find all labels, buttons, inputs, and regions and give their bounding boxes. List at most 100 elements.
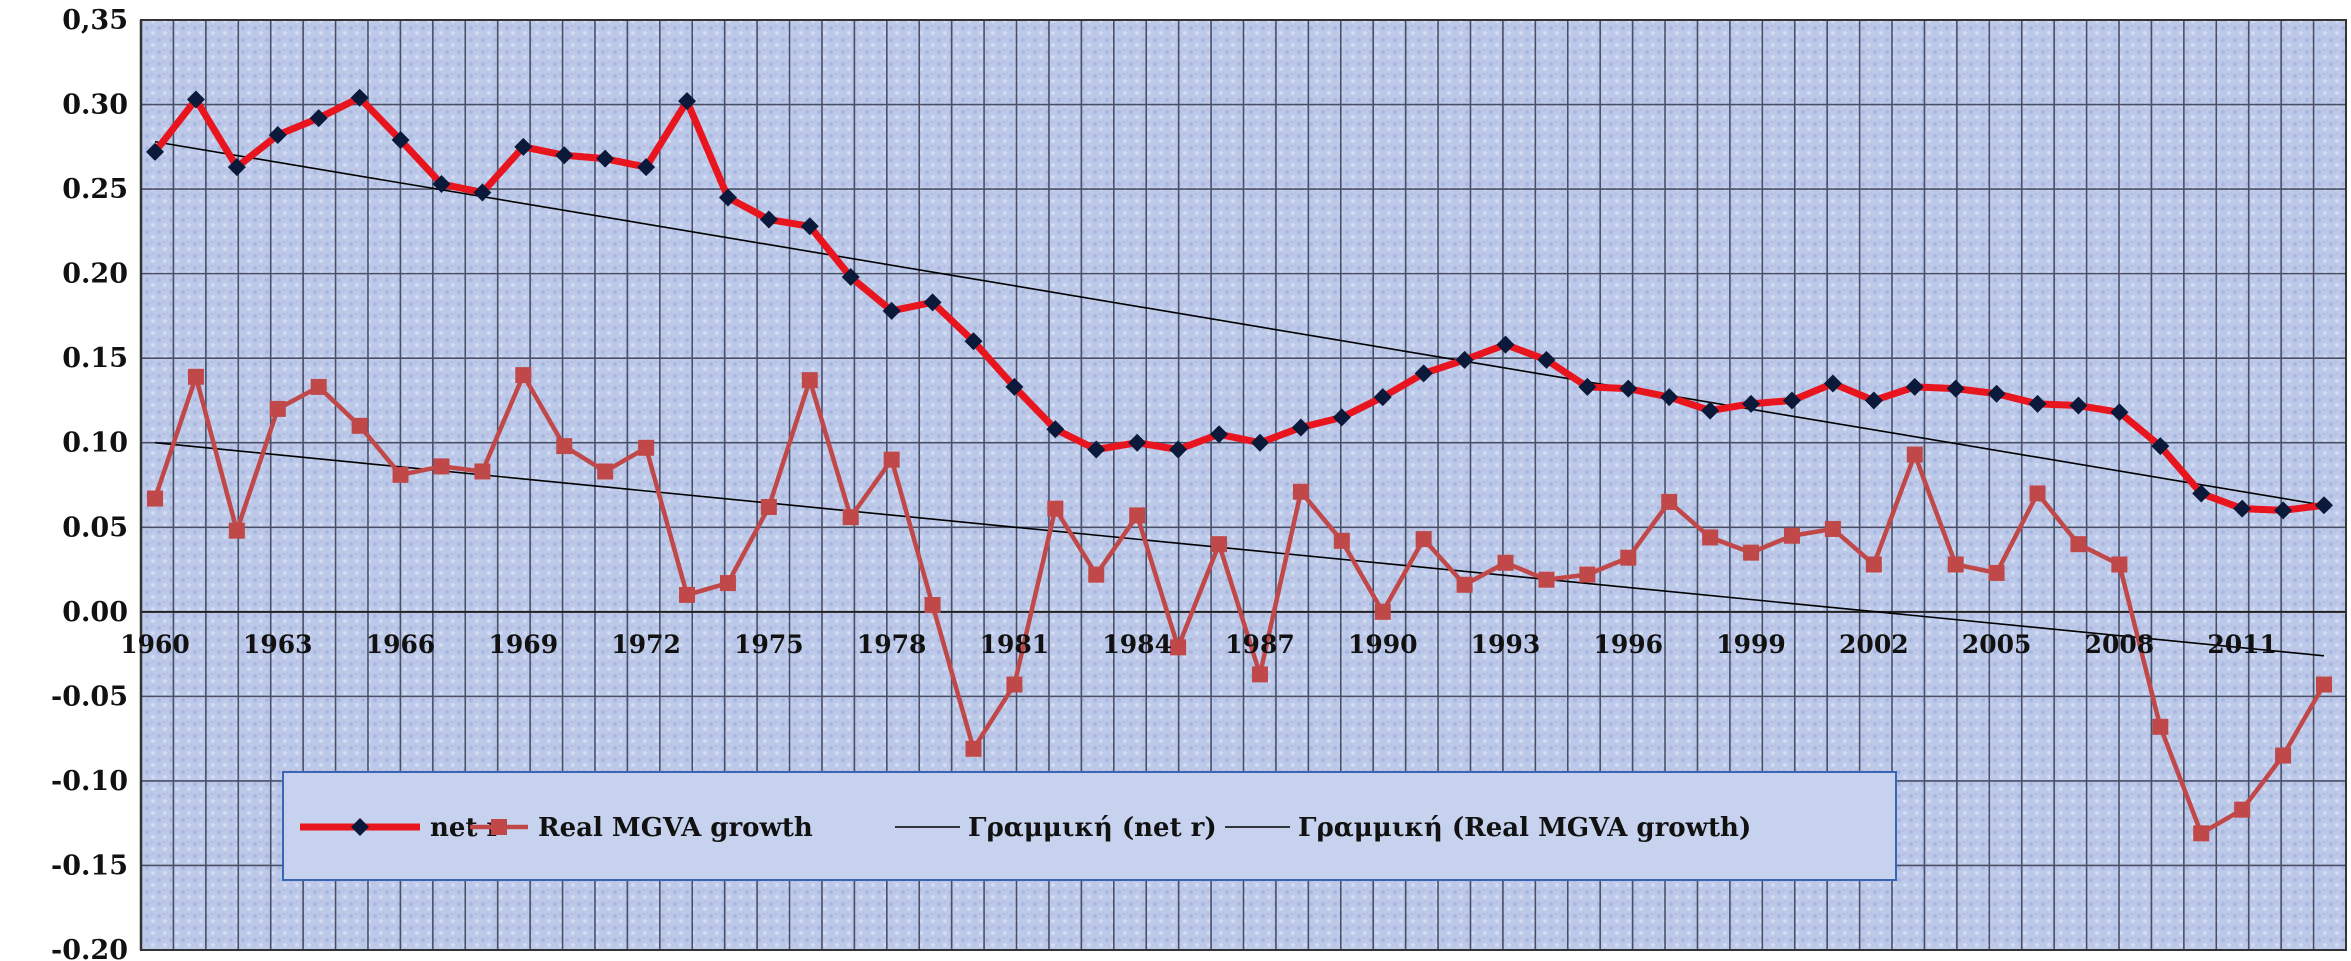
data-point-net-r bbox=[2069, 396, 2088, 415]
legend-marker bbox=[491, 819, 507, 835]
data-point-mgva bbox=[1906, 446, 1923, 463]
data-point-net-r bbox=[1373, 388, 1392, 407]
axes bbox=[139, 19, 2347, 951]
data-point-mgva bbox=[1497, 554, 1514, 571]
legend-box bbox=[282, 771, 1897, 881]
data-point-mgva bbox=[1047, 500, 1064, 517]
data-point-net-r bbox=[146, 142, 164, 161]
y-tick-label: 0.15 bbox=[62, 343, 128, 374]
data-point-net-r bbox=[1414, 364, 1433, 383]
data-point-mgva bbox=[1865, 556, 1882, 573]
data-point-net-r bbox=[2233, 499, 2252, 518]
x-tick-label: 1960 bbox=[120, 630, 190, 659]
data-point-mgva bbox=[719, 575, 736, 592]
data-point-net-r bbox=[309, 109, 328, 128]
data-point-mgva bbox=[638, 439, 655, 456]
data-point-net-r bbox=[1782, 391, 1801, 410]
data-point-mgva bbox=[1661, 493, 1678, 510]
data-point-mgva bbox=[1415, 531, 1432, 548]
data-point-mgva bbox=[556, 438, 573, 455]
data-point-net-r bbox=[2274, 501, 2293, 520]
trendline bbox=[154, 140, 2325, 507]
data-point-mgva bbox=[515, 367, 532, 384]
data-point-net-r bbox=[718, 188, 737, 207]
data-point-mgva bbox=[474, 463, 491, 480]
data-point-mgva bbox=[1170, 639, 1187, 656]
data-point-mgva bbox=[2152, 718, 2169, 735]
data-point-net-r bbox=[1455, 350, 1474, 369]
y-tick-label: -0.15 bbox=[51, 850, 128, 881]
data-point-mgva bbox=[2316, 676, 2332, 693]
plot-border bbox=[140, 19, 2347, 951]
x-tick-label: 1975 bbox=[734, 630, 804, 659]
data-point-net-r bbox=[227, 158, 246, 177]
data-point-net-r bbox=[1823, 374, 1842, 393]
data-point-net-r bbox=[391, 131, 410, 150]
y-tick-label: 0.30 bbox=[62, 90, 128, 121]
data-point-mgva bbox=[965, 740, 982, 757]
data-point-net-r bbox=[596, 149, 615, 168]
data-point-mgva bbox=[269, 400, 286, 417]
y-tick-label: -0.10 bbox=[51, 766, 128, 797]
x-tick-label: 1993 bbox=[1471, 630, 1541, 659]
data-point-mgva bbox=[2029, 485, 2046, 502]
y-tick-label: 0.25 bbox=[62, 174, 128, 205]
y-tick-label: 0.05 bbox=[62, 512, 128, 543]
x-tick-label: 1987 bbox=[1225, 630, 1295, 659]
data-point-net-r bbox=[1250, 433, 1269, 452]
data-point-net-r bbox=[555, 146, 574, 165]
data-point-mgva bbox=[1743, 544, 1760, 561]
y-axis-tick-labels: 0,35 0.30 0.25 0.20 0.15 0.10 0.05 0.00 -0.05 -0.… bbox=[51, 5, 128, 961]
data-point-net-r bbox=[268, 125, 287, 144]
data-point-net-r bbox=[1742, 394, 1761, 413]
legend-label: Real MGVA growth bbox=[538, 813, 813, 843]
data-point-mgva bbox=[2275, 747, 2292, 764]
data-point-net-r bbox=[1128, 433, 1147, 452]
data-point-mgva bbox=[2111, 556, 2128, 573]
data-point-mgva bbox=[2070, 536, 2087, 553]
data-point-mgva bbox=[1538, 571, 1555, 588]
data-point-mgva bbox=[2234, 801, 2251, 818]
data-point-net-r bbox=[1905, 377, 1924, 396]
data-point-net-r bbox=[2192, 484, 2211, 503]
x-tick-label: 1966 bbox=[366, 630, 436, 659]
y-tick-label: -0.05 bbox=[51, 681, 128, 712]
data-point-net-r bbox=[186, 90, 205, 109]
x-tick-label: 1990 bbox=[1348, 630, 1418, 659]
data-point-mgva bbox=[924, 597, 941, 614]
data-point-mgva bbox=[1947, 556, 1964, 573]
data-point-mgva bbox=[1006, 676, 1023, 693]
data-point-net-r bbox=[432, 175, 451, 194]
data-point-net-r bbox=[2110, 403, 2129, 422]
data-point-mgva bbox=[801, 372, 818, 389]
data-point-mgva bbox=[1374, 603, 1391, 620]
data-point-net-r bbox=[1864, 391, 1883, 410]
data-point-net-r bbox=[1987, 384, 2006, 403]
data-point-mgva bbox=[883, 451, 900, 468]
data-point-net-r bbox=[1332, 408, 1351, 427]
data-point-net-r bbox=[1005, 377, 1024, 396]
data-point-net-r bbox=[1496, 335, 1515, 354]
data-point-mgva bbox=[1251, 666, 1268, 683]
data-point-net-r bbox=[1169, 440, 1188, 459]
data-point-net-r bbox=[759, 210, 778, 229]
data-point-net-r bbox=[1619, 379, 1638, 398]
data-point-mgva bbox=[842, 509, 859, 526]
data-point-mgva bbox=[392, 466, 409, 483]
x-tick-label: 1999 bbox=[1716, 630, 1786, 659]
x-tick-label: 2008 bbox=[2085, 630, 2155, 659]
data-point-mgva bbox=[1129, 507, 1146, 524]
data-point-net-r bbox=[882, 301, 901, 320]
data-point-net-r bbox=[473, 183, 492, 202]
x-tick-label: 1981 bbox=[980, 630, 1050, 659]
data-point-mgva bbox=[1211, 536, 1228, 553]
data-point-net-r bbox=[841, 268, 860, 287]
legend-label: Γραμμική (net r) bbox=[968, 813, 1217, 843]
data-point-net-r bbox=[2028, 394, 2047, 413]
data-series bbox=[146, 88, 2333, 842]
legend-label: Γραμμική (Real MGVA growth) bbox=[1298, 813, 1751, 843]
data-point-net-r bbox=[678, 92, 697, 111]
legend: net r Real MGVA growth Γραμμική (net r) Γρα… bbox=[282, 771, 1897, 881]
data-point-net-r bbox=[1291, 418, 1310, 437]
